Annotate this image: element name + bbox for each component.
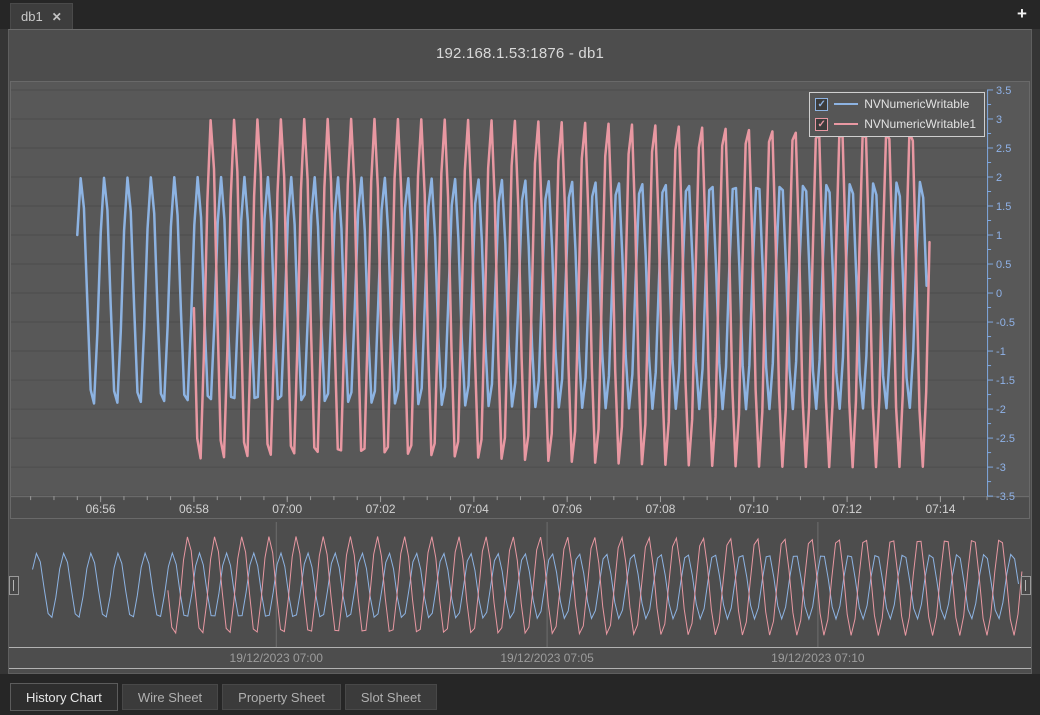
x-tick-label: 07:04 <box>459 502 489 516</box>
y-tick-label: 3.5 <box>996 85 1011 97</box>
overview-axis-label: 19/12/2023 07:05 <box>500 651 594 665</box>
y-tick-label: 0 <box>996 288 1002 300</box>
y-tick-label: -2.5 <box>996 433 1015 445</box>
x-tick-label: 07:02 <box>366 502 396 516</box>
tab-db1[interactable]: db1 ✕ <box>10 3 73 29</box>
overview-right-handle[interactable] <box>1021 576 1031 595</box>
x-ticks <box>30 496 988 503</box>
bottom-tab-bar: History Chart Wire Sheet Property Sheet Slo… <box>0 680 1040 715</box>
overview-left-handle[interactable] <box>9 576 19 595</box>
legend-item: ✓ NVNumericWritable <box>815 95 976 113</box>
main-chart-svg[interactable]: 06:56 06:58 07:00 07:02 07:04 07:06 07:08 07:10… <box>11 82 1029 518</box>
x-tick-label: 07:12 <box>832 502 862 516</box>
y-tick-label: 0.5 <box>996 259 1011 271</box>
add-tab-button[interactable]: + <box>1017 4 1027 23</box>
y-tick-label: 2.5 <box>996 143 1011 155</box>
y-tick-label: 3 <box>996 114 1002 126</box>
y-tick-label: -3 <box>996 462 1006 474</box>
legend-line-sample <box>834 123 859 125</box>
view-title: 192.168.1.53:1876 - db1 <box>435 45 605 62</box>
y-tick-label: -0.5 <box>996 317 1015 329</box>
x-tick-label: 07:14 <box>925 502 955 516</box>
overview-series-line-NVNumericWritable <box>32 551 1019 621</box>
overview-panel[interactable] <box>9 522 1031 647</box>
x-tick-label: 07:08 <box>646 502 676 516</box>
x-label-strip <box>11 497 1029 518</box>
y-axis <box>987 89 994 497</box>
y-tick-label: -2 <box>996 404 1006 416</box>
series-line-NVNumericWritable1 <box>192 117 931 469</box>
series-line-NVNumericWritable <box>76 175 928 411</box>
y-tick-label: 2 <box>996 172 1002 184</box>
y-tick-label: -1.5 <box>996 375 1015 387</box>
overview-axis-label: 19/12/2023 07:00 <box>229 651 323 665</box>
close-tab-icon[interactable]: ✕ <box>51 9 62 24</box>
x-tick-label: 06:58 <box>179 502 209 516</box>
bottom-tab-history-chart[interactable]: History Chart <box>10 683 118 711</box>
bottom-tab-wire-sheet[interactable]: Wire Sheet <box>121 684 219 710</box>
main-view: 192.168.1.53:1876 - db1 06:56 06:58 07:00 0… <box>8 29 1032 674</box>
chart-legend: ✓ NVNumericWritable ✓ NVNumericWritable1 <box>809 92 985 137</box>
overview-chart-svg[interactable] <box>9 522 1031 647</box>
legend-line-sample <box>834 103 859 105</box>
overview-time-axis: 19/12/2023 07:00 19/12/2023 07:05 19/12/20… <box>9 647 1031 669</box>
top-tab-bar: db1 ✕ + <box>0 0 1040 29</box>
y-tick-label: 1.5 <box>996 201 1011 213</box>
overview-series-line-NVNumericWritable1 <box>167 535 1023 637</box>
history-chart-panel[interactable]: 06:56 06:58 07:00 07:02 07:04 07:06 07:08 07:10… <box>10 81 1030 519</box>
legend-checkbox-icon[interactable]: ✓ <box>815 97 829 111</box>
legend-label: NVNumericWritable <box>864 97 970 111</box>
legend-item: ✓ NVNumericWritable1 <box>815 115 976 133</box>
x-tick-label: 07:06 <box>552 502 582 516</box>
y-tick-label: -1 <box>996 346 1006 358</box>
bottom-gap <box>0 674 1040 680</box>
legend-label: NVNumericWritable1 <box>864 117 976 131</box>
bottom-tab-property-sheet[interactable]: Property Sheet <box>222 684 341 710</box>
bottom-tab-slot-sheet[interactable]: Slot Sheet <box>344 684 437 710</box>
overview-axis-label: 19/12/2023 07:10 <box>771 651 865 665</box>
x-tick-label: 07:00 <box>272 502 302 516</box>
x-tick-label: 07:10 <box>739 502 769 516</box>
y-tick-labels: 3.5 3 2.5 2 1.5 1 0.5 0 -0.5 -1 -1.5 -2 -2.5 -3 -3.5 <box>996 85 1015 503</box>
x-tick-labels: 06:56 06:58 07:00 07:02 07:04 07:06 07:08 07:10… <box>86 502 956 516</box>
x-tick-label: 06:56 <box>86 502 116 516</box>
legend-checkbox-icon[interactable]: ✓ <box>815 117 829 131</box>
y-tick-label: 1 <box>996 230 1002 242</box>
y-tick-label: -3.5 <box>996 491 1015 503</box>
tab-db1-label: db1 <box>21 9 43 24</box>
